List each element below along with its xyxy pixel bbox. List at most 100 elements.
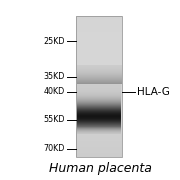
Bar	[76, 127, 122, 128]
Bar	[76, 67, 122, 68]
Bar	[76, 108, 122, 109]
Bar	[76, 54, 122, 55]
Bar	[76, 91, 122, 92]
Bar	[76, 47, 122, 48]
Bar	[76, 107, 122, 108]
Bar	[76, 36, 122, 37]
Bar	[76, 88, 122, 89]
Bar	[76, 55, 122, 56]
Bar	[76, 143, 122, 144]
Bar	[76, 68, 122, 69]
Bar	[76, 142, 122, 143]
Bar	[76, 123, 122, 124]
Bar	[76, 78, 122, 79]
Bar	[76, 131, 122, 132]
Bar	[76, 83, 122, 84]
Bar	[76, 51, 122, 52]
Bar	[76, 145, 122, 146]
Bar	[76, 138, 122, 139]
Text: HLA-G: HLA-G	[137, 87, 170, 97]
Bar	[76, 141, 122, 142]
Bar	[76, 97, 122, 98]
Bar	[76, 62, 122, 63]
Bar	[76, 81, 122, 82]
Bar	[76, 115, 122, 116]
Bar	[76, 21, 122, 22]
Bar	[76, 38, 122, 39]
Bar	[76, 33, 122, 34]
Bar	[76, 82, 122, 83]
Bar	[76, 81, 122, 82]
Bar	[76, 37, 122, 38]
Bar	[76, 58, 122, 59]
Bar	[76, 136, 122, 137]
Bar	[76, 151, 122, 152]
Bar	[76, 26, 122, 27]
Bar	[76, 124, 122, 125]
Bar	[76, 154, 122, 155]
Bar	[76, 99, 122, 100]
Bar	[76, 126, 122, 127]
Bar	[76, 31, 122, 32]
Bar	[76, 78, 122, 79]
Bar	[76, 77, 122, 78]
Bar	[76, 105, 122, 106]
Bar	[76, 95, 122, 96]
Bar	[76, 75, 122, 76]
Bar	[76, 96, 122, 97]
Bar	[76, 84, 122, 85]
Bar	[76, 70, 122, 71]
Bar	[76, 144, 122, 145]
Bar	[76, 89, 122, 90]
Bar	[76, 113, 122, 114]
Bar	[76, 48, 122, 49]
Bar	[76, 57, 122, 58]
Bar	[76, 41, 122, 42]
Bar	[76, 71, 122, 72]
Bar	[76, 100, 122, 101]
Bar	[76, 146, 122, 147]
Bar	[76, 117, 122, 118]
Bar	[76, 50, 122, 51]
Bar	[76, 22, 122, 23]
Bar	[76, 102, 122, 103]
Bar	[76, 76, 122, 77]
Bar	[76, 152, 122, 153]
Bar	[76, 121, 122, 122]
Bar	[76, 111, 122, 112]
Bar	[76, 32, 122, 33]
Bar	[76, 98, 122, 99]
Bar	[76, 106, 122, 107]
Bar	[76, 116, 122, 117]
Bar	[76, 119, 122, 120]
Bar	[76, 71, 122, 72]
Bar	[76, 122, 122, 123]
Bar	[76, 35, 122, 36]
Bar	[76, 87, 122, 88]
Text: 55KD: 55KD	[43, 115, 65, 124]
Bar	[76, 29, 122, 30]
Bar	[76, 139, 122, 140]
Bar	[76, 34, 122, 35]
Bar	[76, 18, 122, 19]
Bar	[76, 148, 122, 149]
Bar	[76, 68, 122, 69]
Bar	[76, 69, 122, 70]
Bar	[76, 103, 122, 104]
Bar	[76, 28, 122, 29]
Bar	[76, 53, 122, 54]
Bar	[76, 140, 122, 141]
Bar	[76, 76, 122, 77]
Bar	[76, 92, 122, 93]
Bar	[76, 65, 122, 66]
Bar	[76, 147, 122, 148]
Bar	[76, 80, 122, 81]
Text: Human placenta: Human placenta	[49, 162, 152, 175]
Bar	[76, 24, 122, 25]
Bar	[76, 155, 122, 156]
Bar	[76, 65, 122, 66]
Bar	[76, 94, 122, 95]
Bar	[76, 150, 122, 151]
Bar	[76, 43, 122, 44]
Bar	[76, 56, 122, 57]
